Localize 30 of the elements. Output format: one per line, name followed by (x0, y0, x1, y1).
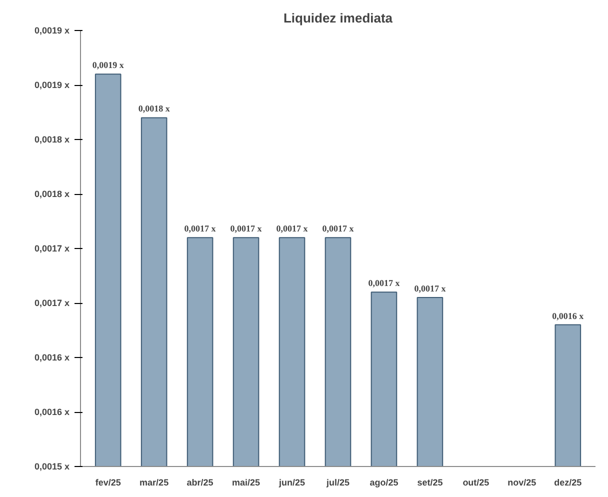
y-tick-label: 0,0019 x (34, 80, 70, 90)
x-tick-label: jun/25 (278, 478, 306, 488)
x-tick-label: mai/25 (232, 478, 260, 488)
x-tick-label: set/25 (417, 478, 443, 488)
x-tick-label: fev/25 (95, 478, 121, 488)
y-tick-label: 0,0019 x (34, 26, 70, 36)
data-label: 0,0017 x (230, 224, 262, 234)
data-label: 0,0017 x (368, 278, 400, 288)
data-label: 0,0017 x (276, 224, 308, 234)
x-tick-label: abr/25 (186, 478, 214, 488)
y-tick-label: 0,0018 x (34, 189, 70, 199)
y-tick-label: 0,0016 x (34, 352, 70, 362)
x-tick-label: dez/25 (554, 478, 582, 488)
x-tick-label: mar/25 (140, 478, 169, 488)
y-tick-label: 0,0016 x (34, 407, 70, 417)
chart-title: Liquidez imediata (283, 10, 394, 26)
y-tick-label: 0,0017 x (34, 298, 70, 308)
y-tick-label: 0,0018 x (34, 134, 70, 144)
data-label: 0,0019 x (92, 60, 124, 70)
data-label: 0,0018 x (138, 104, 170, 114)
y-tick-label: 0,0017 x (34, 244, 70, 254)
x-tick-label: nov/25 (508, 478, 536, 488)
data-label: 0,0017 x (184, 224, 216, 234)
y-tick-label: 0,0015 x (34, 462, 70, 472)
x-tick-label: jul/25 (325, 478, 350, 488)
data-label: 0,0017 x (414, 284, 446, 294)
x-tick-label: out/25 (462, 478, 490, 488)
data-label: 0,0017 x (322, 224, 354, 234)
data-label: 0,0016 x (552, 310, 584, 321)
x-tick-label: ago/25 (370, 478, 398, 488)
